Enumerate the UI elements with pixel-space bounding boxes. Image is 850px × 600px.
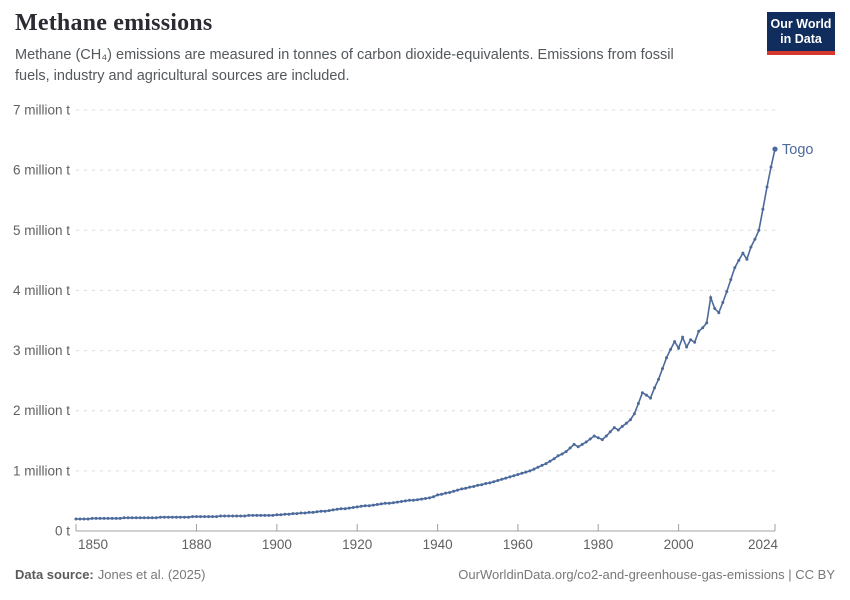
svg-text:Togo: Togo	[782, 142, 813, 158]
svg-text:1880: 1880	[181, 537, 211, 552]
svg-text:1940: 1940	[423, 537, 453, 552]
owid-logo[interactable]: Our World in Data	[767, 12, 835, 55]
data-source-value: Jones et al. (2025)	[97, 567, 206, 582]
svg-text:6 million t: 6 million t	[13, 163, 70, 178]
data-source-label: Data source:	[15, 567, 94, 582]
svg-text:1980: 1980	[583, 537, 613, 552]
citation-link[interactable]: OurWorldinData.org/co2-and-greenhouse-ga…	[458, 567, 835, 582]
svg-text:3 million t: 3 million t	[13, 343, 70, 358]
svg-text:1900: 1900	[262, 537, 292, 552]
chart-title: Methane emissions	[15, 10, 213, 36]
svg-text:0 t: 0 t	[55, 524, 70, 539]
svg-text:1920: 1920	[342, 537, 372, 552]
svg-text:2000: 2000	[664, 537, 694, 552]
svg-text:1850: 1850	[78, 537, 108, 552]
svg-text:1 million t: 1 million t	[13, 463, 70, 478]
svg-text:5 million t: 5 million t	[13, 223, 70, 238]
owid-logo-line1: Our World	[770, 17, 832, 31]
owid-logo-line2: in Data	[780, 32, 822, 46]
chart-header: Methane emissions Methane (CH₄) emission…	[15, 10, 835, 87]
svg-text:1960: 1960	[503, 537, 533, 552]
data-source: Data source: Jones et al. (2025)	[15, 567, 205, 582]
chart-footer: Data source: Jones et al. (2025) OurWorld…	[15, 567, 835, 582]
svg-text:2024: 2024	[748, 537, 779, 552]
svg-text:2 million t: 2 million t	[13, 403, 70, 418]
chart-subtitle: Methane (CH₄) emissions are measured in …	[15, 47, 674, 84]
svg-text:7 million t: 7 million t	[13, 103, 70, 118]
svg-text:4 million t: 4 million t	[13, 283, 70, 298]
